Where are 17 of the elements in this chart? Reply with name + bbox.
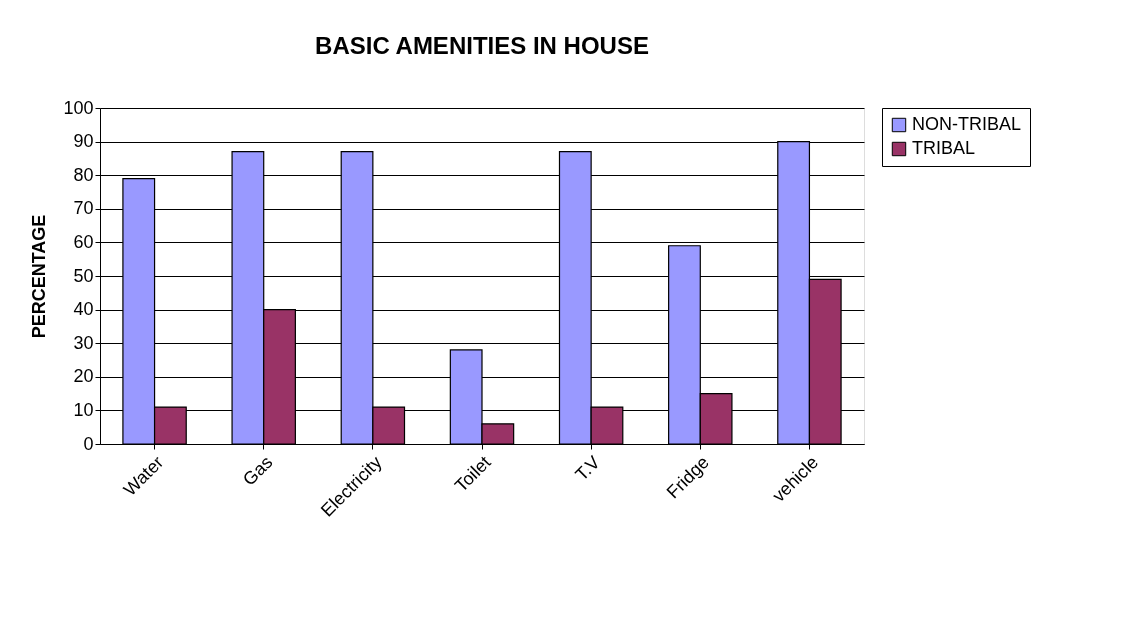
- y-tick-label: 80: [73, 164, 94, 185]
- chart-title: BASIC AMENITIES IN HOUSE: [315, 32, 649, 59]
- legend-label: TRIBAL: [912, 138, 976, 158]
- x-tick-label: T.V: [571, 452, 604, 485]
- y-tick-label: 60: [73, 231, 94, 252]
- y-tick-label: 90: [73, 131, 94, 152]
- legend-label: NON-TRIBAL: [912, 114, 1022, 134]
- x-tick-label: Gas: [238, 452, 277, 490]
- y-tick-label: 40: [73, 299, 94, 320]
- y-tick-label: 10: [73, 399, 94, 420]
- y-tick-label: 20: [73, 366, 94, 387]
- y-tick-label: 70: [73, 198, 94, 219]
- y-tick-label: 50: [73, 265, 94, 286]
- y-tick-label: 0: [83, 433, 94, 454]
- y-axis-title: PERCENTAGE: [29, 214, 50, 339]
- y-tick-label: 30: [73, 332, 94, 353]
- y-tick-label: 100: [63, 97, 94, 118]
